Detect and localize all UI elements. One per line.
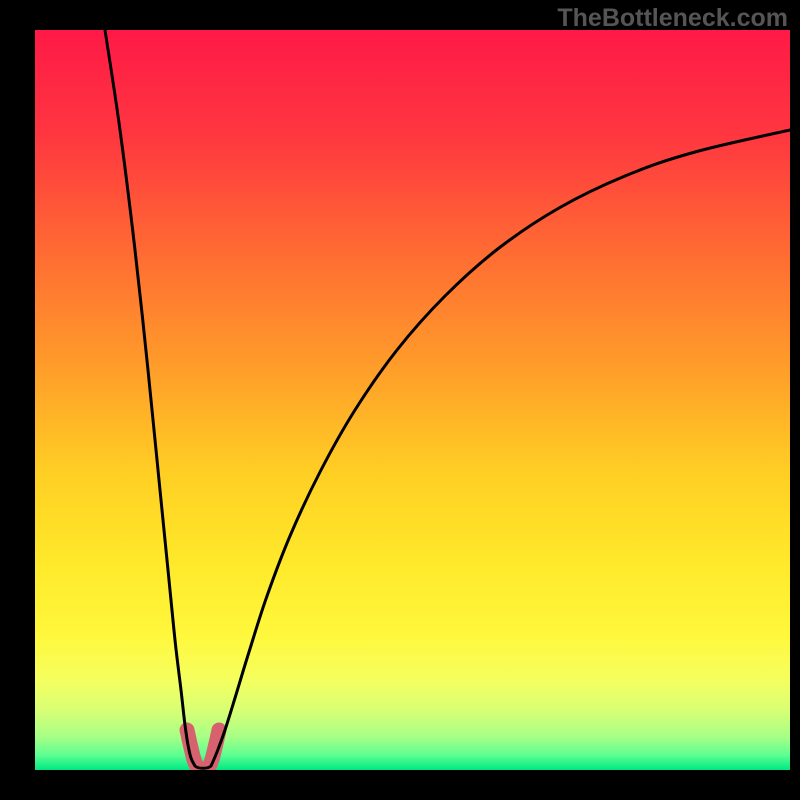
chart-root: TheBottleneck.com bbox=[0, 0, 800, 800]
dip-marker bbox=[187, 730, 219, 770]
curve-overlay bbox=[35, 30, 790, 770]
watermark-text: TheBottleneck.com bbox=[557, 4, 788, 33]
v-curve bbox=[105, 30, 790, 768]
plot-area bbox=[35, 30, 790, 770]
